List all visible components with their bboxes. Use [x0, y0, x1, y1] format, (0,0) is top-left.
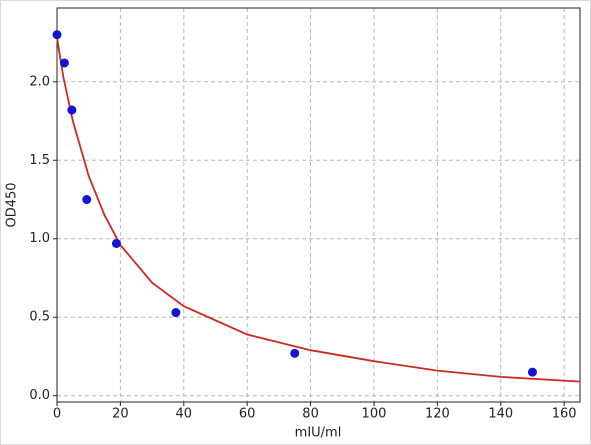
- x-tick-label: 40: [176, 407, 193, 422]
- plot-frame: [56, 7, 581, 403]
- x-tick-label: 20: [112, 407, 129, 422]
- fit-curve: [56, 37, 581, 383]
- x-axis-label: mIU/ml: [295, 426, 342, 441]
- x-tick-label: 60: [239, 407, 256, 422]
- data-point: [67, 105, 77, 115]
- x-tick-label: 140: [488, 407, 513, 422]
- x-tick-label: 160: [552, 407, 577, 422]
- y-tick-label: 1.0: [29, 231, 50, 246]
- x-tick-label: 120: [425, 407, 450, 422]
- y-tick-label: 1.5: [29, 153, 50, 168]
- data-point: [527, 367, 537, 377]
- y-tick-label: 0.5: [29, 310, 50, 325]
- x-tick-label: 0: [53, 407, 61, 422]
- y-tick-label: 0.0: [29, 388, 50, 403]
- y-axis-label: OD450: [5, 182, 20, 227]
- data-point: [59, 58, 69, 68]
- x-tick-label: 100: [362, 407, 387, 422]
- data-point: [111, 238, 121, 248]
- data-point: [52, 30, 62, 40]
- data-point: [171, 308, 181, 318]
- data-point: [290, 348, 300, 358]
- data-point: [82, 195, 92, 205]
- x-tick-label: 80: [302, 407, 319, 422]
- y-tick-label: 2.0: [29, 74, 50, 89]
